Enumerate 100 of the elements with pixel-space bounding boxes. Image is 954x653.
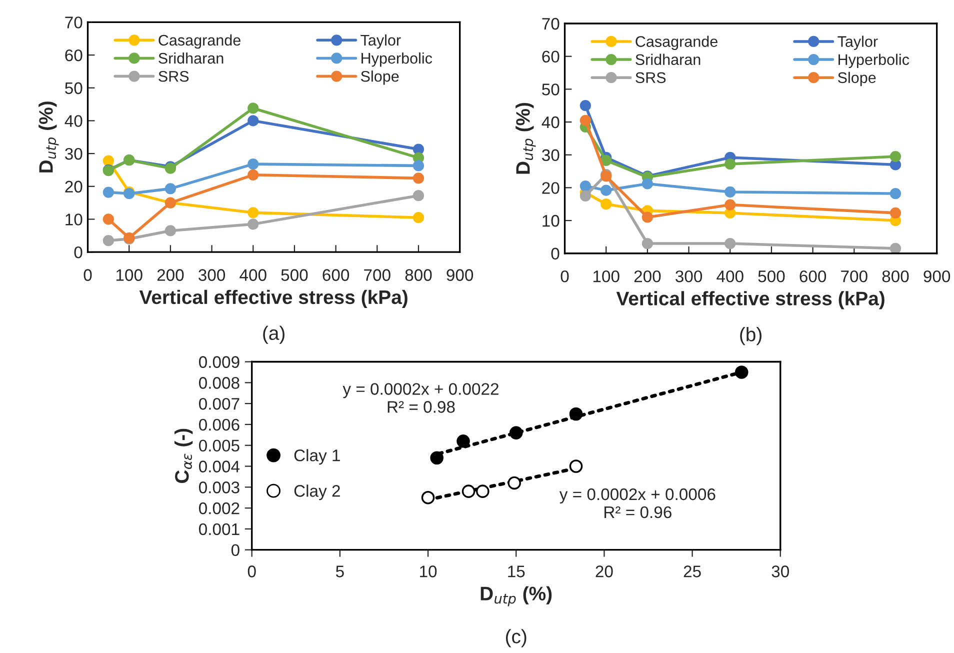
legend-label: SRS [158,70,189,82]
point [102,235,114,246]
y-tick-label: 50 [65,82,82,94]
x-axis-title: Vertical effective stress (kPa) [616,291,884,310]
x-tick-label: 20 [596,566,613,578]
y-tick-label: 0.009 [199,356,240,368]
point [102,155,114,166]
y-tick-label: 0.002 [199,502,240,514]
x-tick-label: 400 [240,269,266,281]
point [734,366,748,379]
point [642,238,654,250]
point [724,199,736,210]
y-tick-label: 0.006 [199,418,240,431]
y-tick-label: 60 [542,50,560,63]
point [164,183,176,194]
x-tick-label: 30 [772,566,789,578]
point [724,238,736,250]
legend-label: Hyperbolic [838,54,910,68]
x-tick-label: 300 [198,269,226,281]
point [412,172,424,184]
y-tick-label: 70 [65,16,82,28]
y-tick-label: 0 [231,544,240,556]
point [580,190,591,202]
y-tick-label: 10 [66,214,82,226]
point [642,212,654,223]
x-tick-label: 300 [676,270,702,282]
x-tick-label: 100 [593,270,620,282]
point [569,407,583,421]
y-tick-label: 20 [542,182,560,194]
x-tick-label: 700 [841,270,868,282]
y-tick-label: 0.004 [199,460,240,472]
y-axis-title: D$_{utp}$ (%) [38,102,59,172]
y-tick-label: 0.005 [199,440,240,452]
text: (a) [263,326,284,344]
y-tick-label: 30 [542,149,560,162]
point [890,242,902,254]
point [890,207,902,219]
point [509,426,523,440]
point [248,207,259,218]
point [456,434,470,448]
point [508,476,521,490]
y-tick-label: 10 [542,214,560,227]
x-tick-label: 800 [882,270,909,282]
y-tick-label: 40 [64,115,82,127]
annotation: y = 0.0002x + 0.0022 R² = 0.98 [342,383,498,413]
point [580,180,591,192]
y-tick-label: 0 [551,248,560,260]
y-tick-label: 0.007 [199,398,240,410]
y-tick-label: 20 [65,180,82,193]
x-tick-label: 100 [116,269,142,281]
point [462,484,476,498]
x-tick-label: 500 [758,270,785,282]
legend-label: Taylor [360,34,401,49]
legend-label: Casagrande [158,34,240,49]
y-tick-label: 0 [74,246,82,258]
point [724,158,736,170]
x-axis-title: Vertical effective stress (kPa) [139,290,408,308]
legend-label: Taylor [838,36,878,50]
x-tick-label: 25 [684,566,701,578]
x-tick-label: 600 [322,269,350,281]
x-tick-label: 200 [157,269,184,281]
legend-label: Casagrande [636,36,718,50]
point [421,490,435,504]
y-tick-label: 60 [65,49,82,62]
point [248,169,259,180]
y-axis-title: D$_{utp}$ (%) [516,102,536,174]
x-tick-label: 900 [446,269,474,281]
y-tick-label: 0.008 [199,377,240,389]
point [412,212,424,224]
x-tick-label: 5 [336,566,344,578]
point [102,214,114,225]
legend-label: Hyperbolic [362,52,432,67]
legend-label: Sridharan [158,52,224,64]
point [164,225,176,236]
point [569,460,583,473]
point [580,114,591,126]
point [600,184,612,196]
legend-label: Slope [360,70,399,85]
x-tick-label: 900 [924,270,950,282]
x-tick-label: 700 [364,269,390,281]
x-tick-label: 15 [508,566,525,578]
x-tick-label: 0 [248,566,256,578]
point [430,451,444,465]
point [580,100,591,112]
point [248,102,259,114]
y-tick-label: 70 [542,18,560,30]
y-tick-label: 0.001 [199,523,240,536]
point [724,186,736,198]
point [248,158,259,170]
point [476,484,490,498]
x-tick-label: 600 [800,270,826,282]
y-axis-title: C$_{αε}$ (-) [174,428,193,483]
y-tick-label: 0.003 [199,482,240,494]
point [600,198,612,210]
y-tick-label: 40 [542,116,560,128]
x-tick-label: 0 [560,270,569,282]
x-tick-label: 800 [405,269,432,281]
x-tick-label: 10 [420,566,437,578]
x-tick-label: 200 [634,270,661,282]
point [642,178,654,190]
